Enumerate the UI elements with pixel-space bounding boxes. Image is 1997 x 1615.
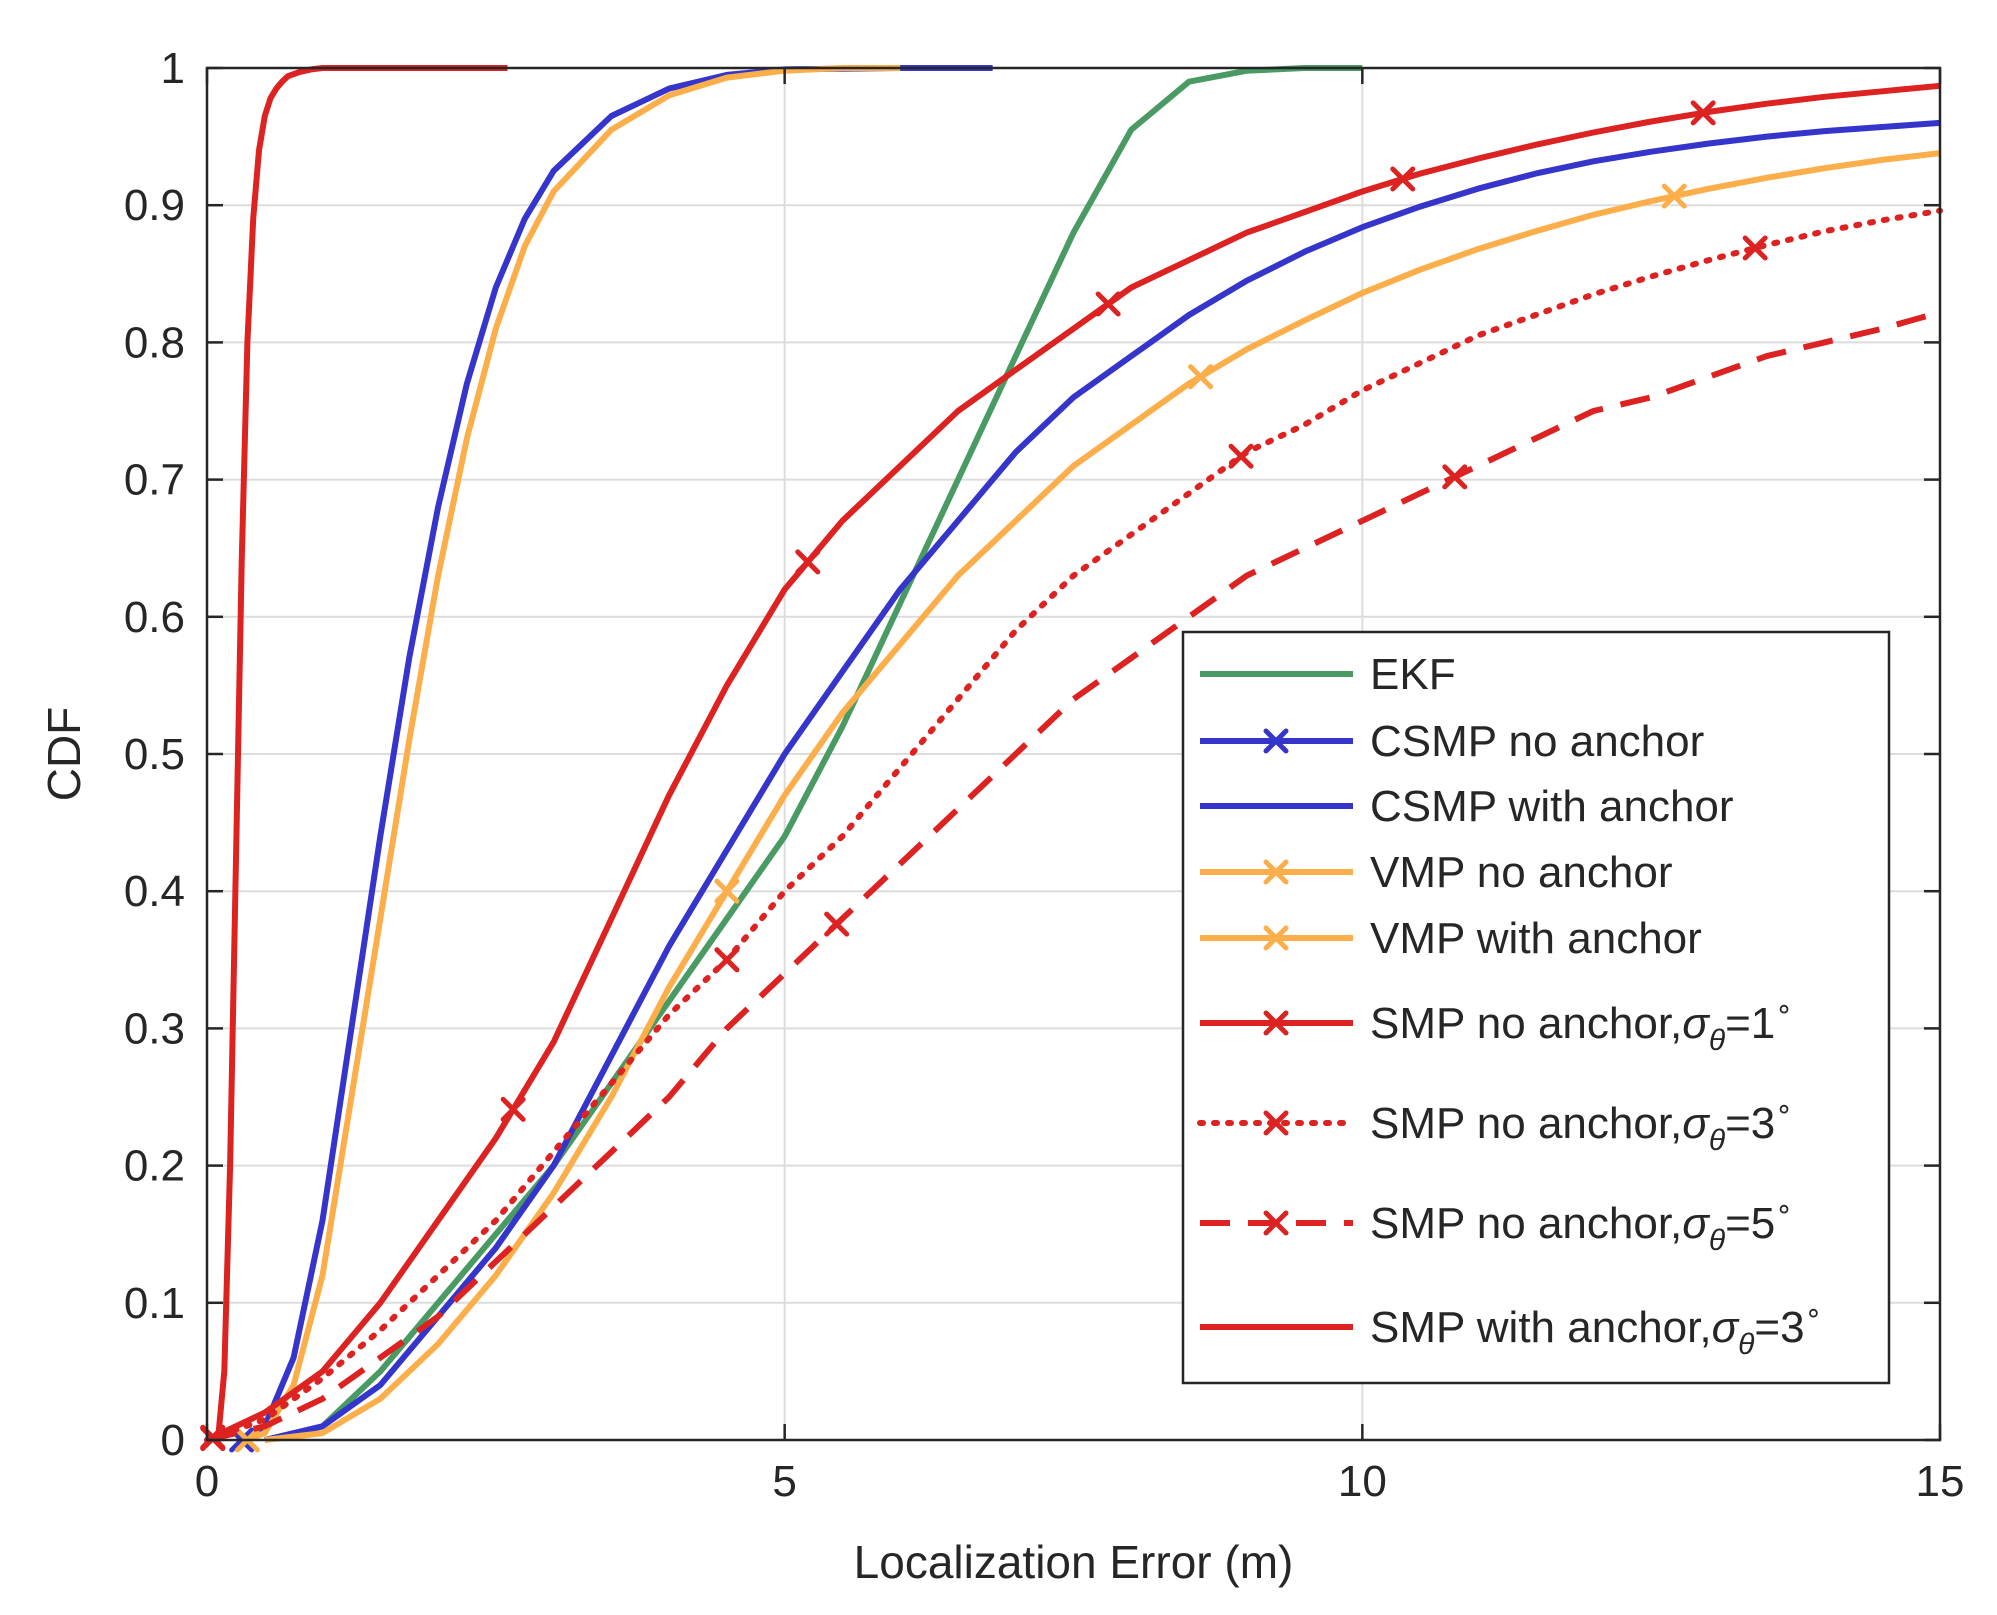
legend-label: EKF: [1370, 650, 1456, 699]
legend-label-text: SMP no anchor,: [1370, 999, 1682, 1048]
legend-label: SMP no anchor,σθ=3∘: [1370, 1093, 1793, 1157]
y-tick-label: 0.9: [124, 181, 185, 230]
legend-label-text: EKF: [1370, 650, 1456, 699]
legend-marker: [1263, 1110, 1289, 1136]
legend-sigma-symbol: σ: [1712, 1303, 1740, 1352]
legend-sigma-symbol: σ: [1682, 1199, 1710, 1248]
series-5: [264, 150, 1941, 1443]
series-marker: [1188, 364, 1214, 390]
y-tick-label: 0.6: [124, 593, 185, 642]
series-marker: [1661, 183, 1687, 209]
legend-item: SMP no anchor,σθ=5∘: [1200, 1193, 1793, 1257]
series-line: [264, 119, 1941, 1443]
legend-item: CSMP no anchor: [1200, 717, 1704, 766]
x-tick-label: 10: [1338, 1457, 1387, 1506]
legend-label: CSMP no anchor: [1370, 717, 1704, 766]
legend-item: SMP with anchor,σθ=3∘: [1200, 1297, 1822, 1361]
legend: EKF CSMP no anchor CSMP with anchor VMP no …: [1181, 630, 1891, 1385]
y-tick-label: 0.1: [124, 1279, 185, 1328]
legend-box: [1181, 630, 1891, 1385]
legend-label-text: SMP no anchor,: [1370, 1199, 1682, 1248]
legend-sigma-symbol: σ: [1682, 999, 1710, 1048]
series-1: [264, 65, 1363, 1443]
legend-marker: [1263, 1010, 1289, 1036]
series-6: [200, 82, 1941, 1450]
legend-item: CSMP with anchor: [1200, 782, 1734, 831]
legend-marker: [1263, 859, 1289, 885]
legend-value: =5: [1725, 1199, 1775, 1248]
series-marker: [1095, 291, 1121, 317]
legend-label: SMP no anchor,σθ=5∘: [1370, 1193, 1793, 1257]
legend-label-text: VMP no anchor: [1370, 848, 1672, 897]
legend-marker: [1263, 1210, 1289, 1236]
legend-label-text: SMP no anchor,: [1370, 1099, 1682, 1148]
legend-value: =3: [1754, 1303, 1804, 1352]
legend-degree-symbol: ∘: [1775, 993, 1793, 1024]
series-marker: [714, 947, 740, 973]
series-marker: [714, 878, 740, 904]
y-tick-label: 1: [161, 44, 185, 93]
x-tick-label: 5: [772, 1457, 796, 1506]
series-3: [264, 119, 1941, 1443]
series-layer: [200, 65, 1943, 1453]
series-marker: [1690, 100, 1716, 126]
legend-subscript: θ: [1709, 1024, 1726, 1057]
legend-subscript: θ: [1738, 1328, 1755, 1361]
legend-subscript: θ: [1709, 1124, 1726, 1157]
axis-ticks: 0 5 10 15 0 0.1 0.2 0.3 0.4 0.5 0.6 0.7 0.8 0.9 1: [124, 44, 1965, 1506]
legend-item: SMP no anchor,σθ=1∘: [1200, 993, 1793, 1057]
legend-item: VMP with anchor: [1200, 914, 1702, 963]
legend-subscript: θ: [1709, 1224, 1726, 1257]
y-tick-label: 0.7: [124, 456, 185, 505]
legend-marker: [1263, 728, 1289, 754]
legend-degree-symbol: ∘: [1805, 1297, 1823, 1328]
series-line: [205, 82, 1941, 1443]
legend-label-text: SMP with anchor,: [1370, 1303, 1712, 1352]
legend-label-text: CSMP with anchor: [1370, 782, 1734, 831]
x-axis-label: Localization Error (m): [854, 1536, 1294, 1588]
legend-label: CSMP with anchor: [1370, 782, 1734, 831]
legend-label: SMP with anchor,σθ=3∘: [1370, 1297, 1822, 1361]
legend-label: SMP no anchor,σθ=1∘: [1370, 993, 1793, 1057]
x-tick-label: 0: [195, 1457, 219, 1506]
y-tick-label: 0.5: [124, 730, 185, 779]
legend-degree-symbol: ∘: [1775, 1193, 1793, 1224]
series-line: [204, 207, 1943, 1443]
series-marker: [1228, 443, 1254, 469]
legend-label: VMP no anchor: [1370, 848, 1672, 897]
x-tick-label: 15: [1916, 1457, 1965, 1506]
series-line: [264, 65, 1363, 1443]
series-line: [264, 150, 1941, 1443]
legend-value: =3: [1725, 1099, 1775, 1148]
series-marker: [1442, 464, 1468, 490]
legend-degree-symbol: ∘: [1775, 1093, 1793, 1124]
legend-item: SMP no anchor,σθ=3∘: [1197, 1093, 1793, 1157]
y-tick-label: 0.3: [124, 1004, 185, 1053]
series-marker: [1390, 166, 1416, 192]
legend-value: =1: [1725, 999, 1775, 1048]
series-line: [246, 65, 901, 1443]
y-tick-label: 0: [161, 1416, 185, 1465]
legend-label-text: VMP with anchor: [1370, 914, 1702, 963]
legend-marker: [1263, 925, 1289, 951]
series-marker: [1742, 235, 1768, 261]
y-tick-label: 0.2: [124, 1142, 185, 1191]
legend-label: VMP with anchor: [1370, 914, 1702, 963]
legend-item: VMP no anchor: [1200, 848, 1672, 897]
legend-label-text: CSMP no anchor: [1370, 717, 1704, 766]
y-tick-label: 0.8: [124, 318, 185, 367]
series-line: [206, 309, 1941, 1443]
series-marker: [500, 1096, 526, 1122]
y-axis-label: CDF: [38, 707, 90, 802]
legend-item: EKF: [1200, 650, 1456, 699]
legend-sigma-symbol: σ: [1682, 1099, 1710, 1148]
series-marker: [824, 911, 850, 937]
series-marker: [795, 549, 821, 575]
y-tick-label: 0.4: [124, 867, 185, 916]
